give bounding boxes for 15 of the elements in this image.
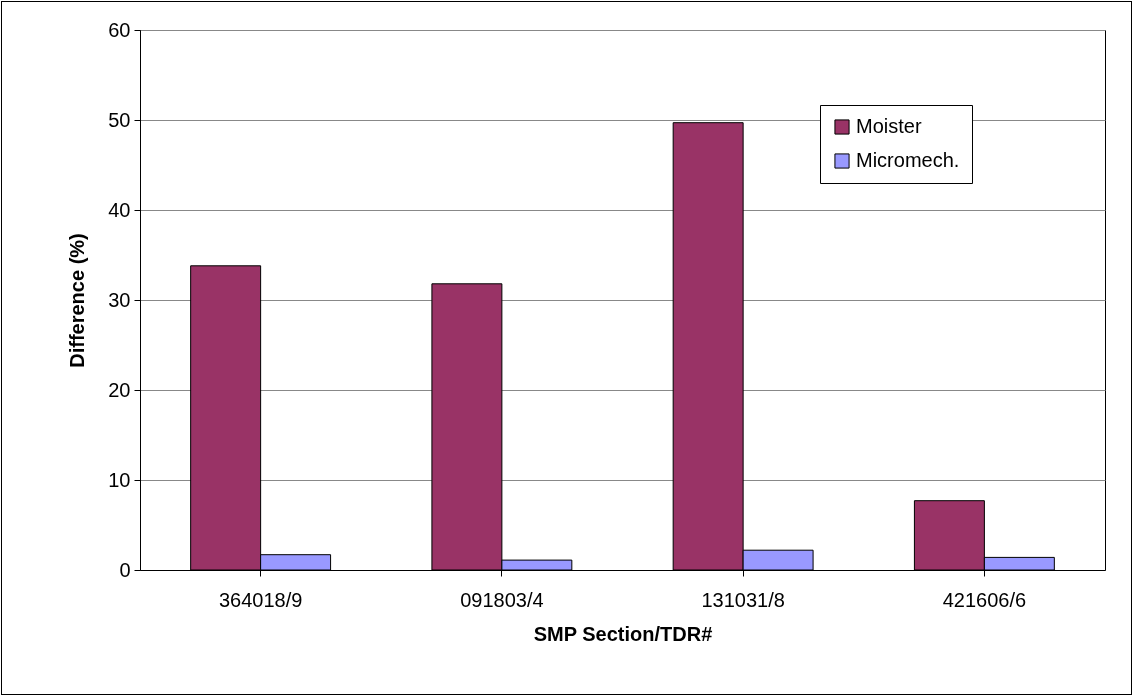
- y-tick-label: 60: [108, 18, 131, 41]
- y-tick-label: 30: [108, 288, 131, 311]
- y-tick-label: 10: [108, 468, 131, 491]
- y-tick-label: 20: [108, 378, 131, 401]
- legend-label: Moister: [856, 115, 922, 137]
- legend-label: Micromech.: [856, 149, 960, 171]
- y-tick-label: 0: [119, 558, 131, 581]
- y-tick-label: 40: [108, 198, 131, 221]
- y-tick-label: 50: [108, 108, 131, 131]
- x-tick-label: 421606/6: [942, 588, 1027, 611]
- y-axis-title: Difference (%): [66, 233, 89, 368]
- x-tick-label: 091803/4: [460, 588, 544, 611]
- x-tick-label: 364018/9: [218, 588, 303, 611]
- x-tick-label: 131031/8: [701, 588, 785, 611]
- x-axis-title: SMP Section/TDR#: [533, 622, 713, 645]
